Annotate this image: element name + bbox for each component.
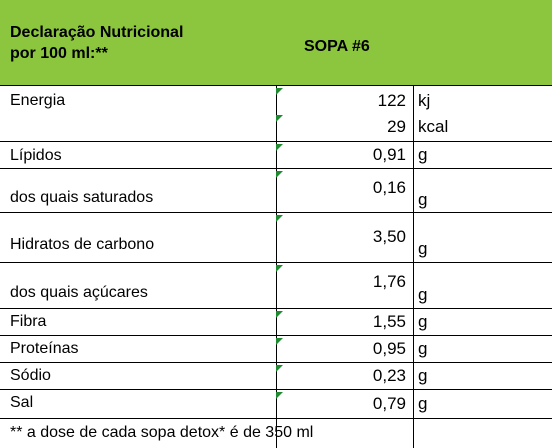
row-name: Hidratos de carbono: [10, 236, 155, 253]
row-unit: g: [418, 285, 428, 304]
energy-kj-unit: kj: [418, 91, 431, 110]
row-value: 1,76: [372, 272, 406, 291]
row-value: 0,16: [372, 178, 406, 197]
table-row: Sal 0,79 g: [0, 390, 552, 419]
row-unit: g: [418, 312, 428, 331]
row-value: 3,50: [372, 227, 406, 246]
table-row-energy: Energia 122 kj 29 kcal: [0, 86, 552, 142]
row-unit: g: [418, 394, 428, 413]
table-row: Fibra 1,55 g: [0, 309, 552, 336]
row-unit: g: [418, 339, 428, 358]
column-divider-2: [413, 86, 414, 448]
table-row: Sódio 0,23 g: [0, 363, 552, 390]
row-value: 0,23: [372, 366, 406, 385]
row-name: Lípidos: [10, 147, 62, 164]
note-marker-icon: [276, 88, 283, 95]
table-header: Declaração Nutricional por 100 ml:** SOP…: [0, 0, 552, 86]
row-name: Fibra: [10, 313, 47, 330]
note-marker-icon: [276, 144, 283, 151]
table-row: Hidratos de carbono 3,50 g: [0, 213, 552, 263]
row-name: Energia: [10, 92, 66, 109]
header-label-line1: Declaração Nutricional: [10, 24, 184, 41]
row-value: 1,55: [372, 312, 406, 331]
row-name: dos quais saturados: [10, 189, 154, 206]
row-name: Proteínas: [10, 340, 79, 357]
note-marker-icon: [276, 215, 283, 222]
note-marker-icon: [276, 171, 283, 178]
energy-kcal-unit: kcal: [418, 117, 449, 136]
table-row: dos quais saturados 0,16 g: [0, 169, 552, 213]
table-row: dos quais açúcares 1,76 g: [0, 263, 552, 309]
note-marker-icon: [276, 365, 283, 372]
row-value: 0,95: [372, 339, 406, 358]
row-value: 0,79: [372, 394, 406, 413]
energy-kj-value: 122: [377, 91, 406, 110]
row-unit: g: [418, 239, 428, 258]
header-label-line2: por 100 ml:**: [10, 45, 108, 62]
row-unit: g: [418, 145, 428, 164]
table-row: Proteínas 0,95 g: [0, 336, 552, 363]
row-unit: g: [418, 190, 428, 209]
row-name: Sódio: [10, 367, 51, 384]
note-marker-icon: [276, 265, 283, 272]
note-marker-icon: [276, 392, 283, 399]
table-row: Lípidos 0,91 g: [0, 142, 552, 169]
row-value: 0,91: [372, 145, 406, 164]
row-name: Sal: [10, 394, 34, 411]
header-label: Declaração Nutricional por 100 ml:**: [10, 22, 270, 64]
row-name: dos quais açúcares: [10, 284, 148, 301]
row-unit: g: [418, 366, 428, 385]
note-marker-icon: [276, 115, 283, 122]
footnote: ** a dose de cada sopa detox* é de 350 m…: [10, 424, 314, 441]
note-marker-icon: [276, 338, 283, 345]
product-name: SOPA #6: [304, 38, 370, 55]
energy-kcal-value: 29: [387, 117, 406, 136]
note-marker-icon: [276, 311, 283, 318]
